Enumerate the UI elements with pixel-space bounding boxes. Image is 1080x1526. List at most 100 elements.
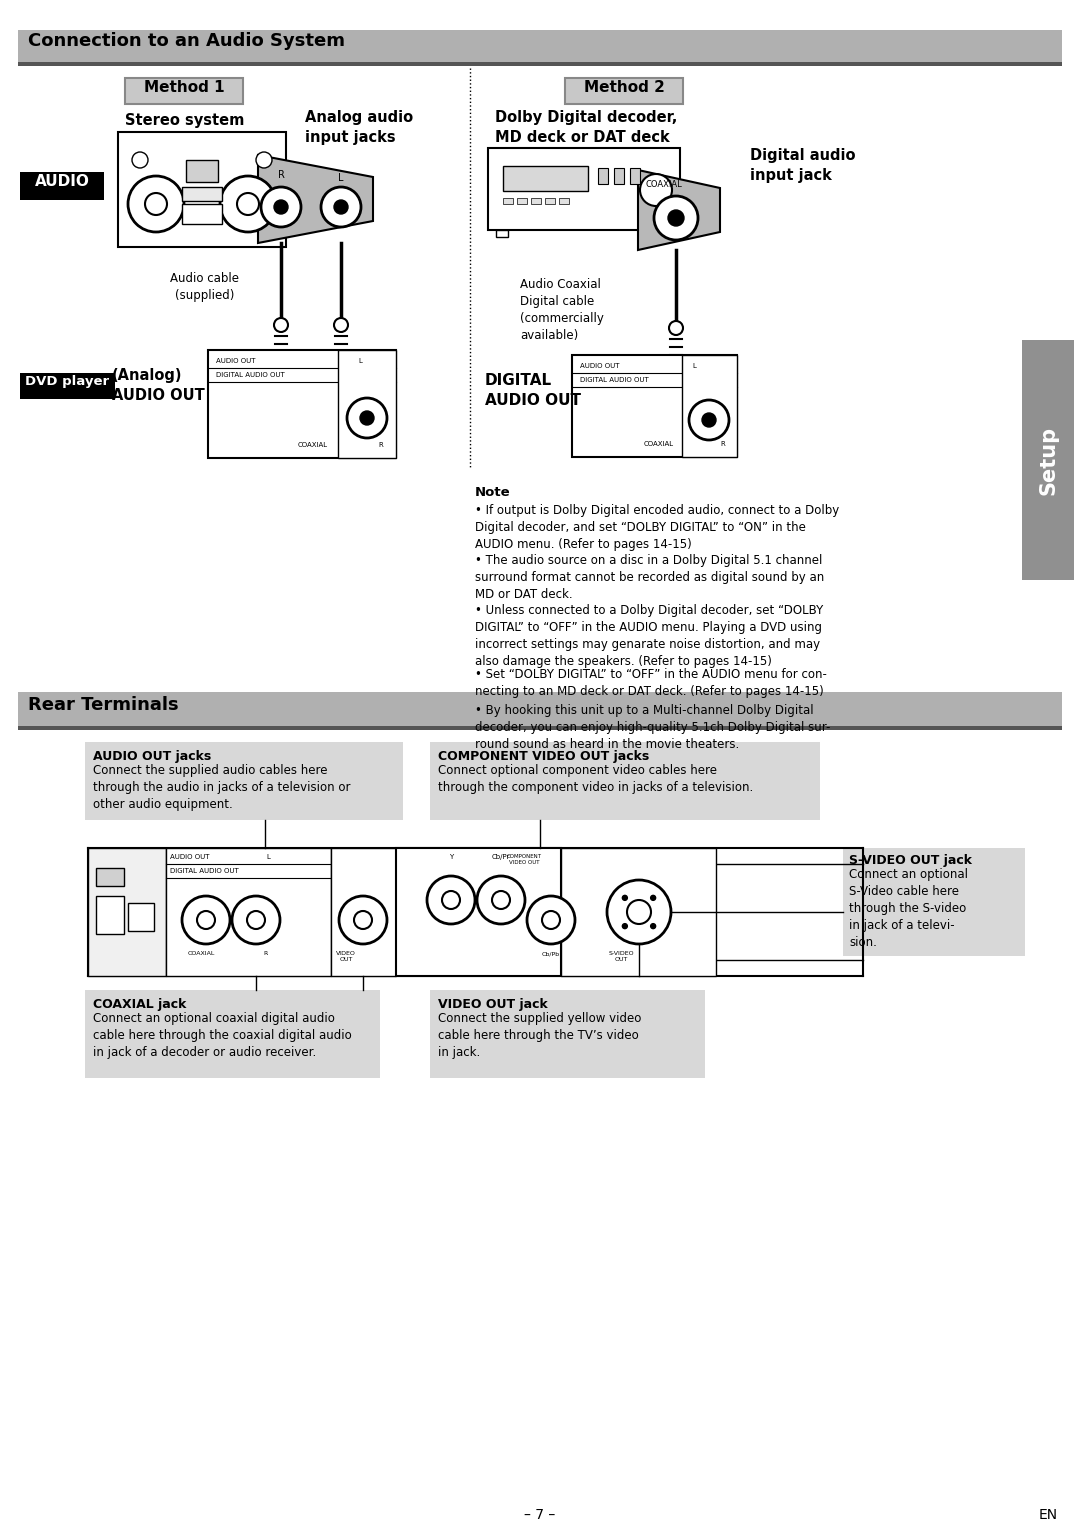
Circle shape [669,211,684,226]
Bar [18,63,1062,66]
Text: R: R [720,441,725,447]
Text: S-VIDEO OUT jack: S-VIDEO OUT jack [849,855,972,867]
Text: COMPONENT: COMPONENT [507,855,541,859]
Bar [183,204,222,224]
Text: AUDIO OUT jacks: AUDIO OUT jacks [93,749,212,763]
Circle shape [274,200,288,214]
Bar [598,168,608,185]
Text: Connect an optional
S-Video cable here
through the S-video
in jack of a televi-
: Connect an optional S-Video cable here t… [849,868,968,949]
Circle shape [247,911,265,929]
Circle shape [261,188,301,227]
Bar [208,349,396,458]
Circle shape [232,896,280,945]
Bar [561,848,716,977]
Text: DIGITAL AUDIO OUT: DIGITAL AUDIO OUT [170,868,239,874]
Circle shape [334,317,348,333]
Circle shape [650,896,656,900]
Bar [531,198,541,204]
Text: • By hooking this unit up to a Multi-channel Dolby Digital
decoder, you can enjo: • By hooking this unit up to a Multi-cha… [475,703,831,751]
Text: EN: EN [1039,1508,1057,1521]
Bar [503,198,513,204]
Bar [186,160,218,182]
Circle shape [622,896,627,900]
Circle shape [654,195,698,240]
Circle shape [256,153,272,168]
Polygon shape [638,169,720,250]
Circle shape [197,911,215,929]
Bar [338,349,396,458]
Circle shape [334,200,348,214]
Bar [183,188,222,201]
Text: COAXIAL jack: COAXIAL jack [93,998,187,1012]
Text: Stereo system: Stereo system [125,113,244,128]
Circle shape [354,911,372,929]
Text: Y: Y [449,855,454,861]
Text: (Analog)
AUDIO OUT: (Analog) AUDIO OUT [112,368,205,403]
Bar [85,990,380,1077]
Text: Audio Coaxial
Digital cable
(commercially
available): Audio Coaxial Digital cable (commerciall… [519,278,604,342]
Text: • If output is Dolby Digital encoded audio, connect to a Dolby
Digital decoder, : • If output is Dolby Digital encoded aud… [475,504,839,551]
Circle shape [607,881,671,945]
Text: • Set “DOLBY DIGITAL” to “OFF” in the AUDIO menu for con-
necting to an MD deck : • Set “DOLBY DIGITAL” to “OFF” in the AU… [475,668,827,697]
Text: Cb/Pr: Cb/Pr [491,855,510,861]
Circle shape [622,923,627,929]
Text: Connect the supplied yellow video
cable here through the TV’s video
in jack.: Connect the supplied yellow video cable … [438,1012,642,1059]
Text: COMPONENT VIDEO OUT jacks: COMPONENT VIDEO OUT jacks [438,749,649,763]
Polygon shape [258,156,373,243]
Bar [96,896,124,934]
Bar [559,198,569,204]
Bar [503,166,588,191]
Bar [118,133,286,247]
Text: Analog audio
input jacks: Analog audio input jacks [305,110,414,145]
Text: Connect the supplied audio cables here
through the audio in jacks of a televisio: Connect the supplied audio cables here t… [93,765,351,810]
Text: Method 2: Method 2 [583,79,664,95]
Text: R: R [378,443,382,449]
Circle shape [145,192,167,215]
Text: S-VIDEO: S-VIDEO [608,951,634,955]
Text: Audio cable
(supplied): Audio cable (supplied) [171,272,240,302]
Text: Dolby Digital decoder,
MD deck or DAT deck: Dolby Digital decoder, MD deck or DAT de… [495,110,677,145]
Circle shape [132,153,148,168]
Bar [330,848,396,977]
Circle shape [689,400,729,439]
Text: OUT: OUT [615,957,627,961]
Bar [87,848,166,977]
Text: • The audio source on a disc in a Dolby Digital 5.1 channel
surround format cann: • The audio source on a disc in a Dolby … [475,554,824,601]
Bar [1022,340,1074,580]
Text: – 7 –: – 7 – [525,1508,555,1521]
Text: Connect optional component video cables here
through the component video in jack: Connect optional component video cables … [438,765,753,794]
Text: L: L [692,363,696,369]
Text: L: L [266,855,270,861]
Text: AUDIO OUT: AUDIO OUT [580,363,620,369]
Bar [572,356,737,456]
Text: R: R [278,169,284,180]
Text: AUDIO: AUDIO [35,174,90,189]
Circle shape [347,398,387,438]
Circle shape [339,896,387,945]
Circle shape [220,175,276,232]
Text: Connect an optional coaxial digital audio
cable here through the coaxial digital: Connect an optional coaxial digital audi… [93,1012,352,1059]
Text: AUDIO OUT: AUDIO OUT [170,855,210,861]
Circle shape [640,174,672,206]
Text: L: L [338,172,343,183]
Text: VIDEO: VIDEO [336,951,356,955]
Bar [430,990,705,1077]
Circle shape [360,410,374,426]
Text: DIGITAL
AUDIO OUT: DIGITAL AUDIO OUT [485,372,581,407]
Bar [18,31,1062,64]
Text: DIGITAL AUDIO OUT: DIGITAL AUDIO OUT [580,377,649,383]
Text: Digital audio
input jack: Digital audio input jack [750,148,855,183]
Bar [615,168,624,185]
Text: OUT: OUT [339,957,353,961]
Text: COAXIAL: COAXIAL [644,441,674,447]
Text: VIDEO OUT jack: VIDEO OUT jack [438,998,548,1012]
Bar [21,372,114,398]
Text: DIGITAL AUDIO OUT: DIGITAL AUDIO OUT [216,372,285,378]
Bar [21,172,104,200]
Circle shape [129,175,184,232]
Text: Cb/Pb: Cb/Pb [542,951,561,955]
Text: Method 1: Method 1 [144,79,225,95]
Circle shape [427,876,475,925]
Bar [630,168,640,185]
Text: VIDEO OUT: VIDEO OUT [509,861,539,865]
